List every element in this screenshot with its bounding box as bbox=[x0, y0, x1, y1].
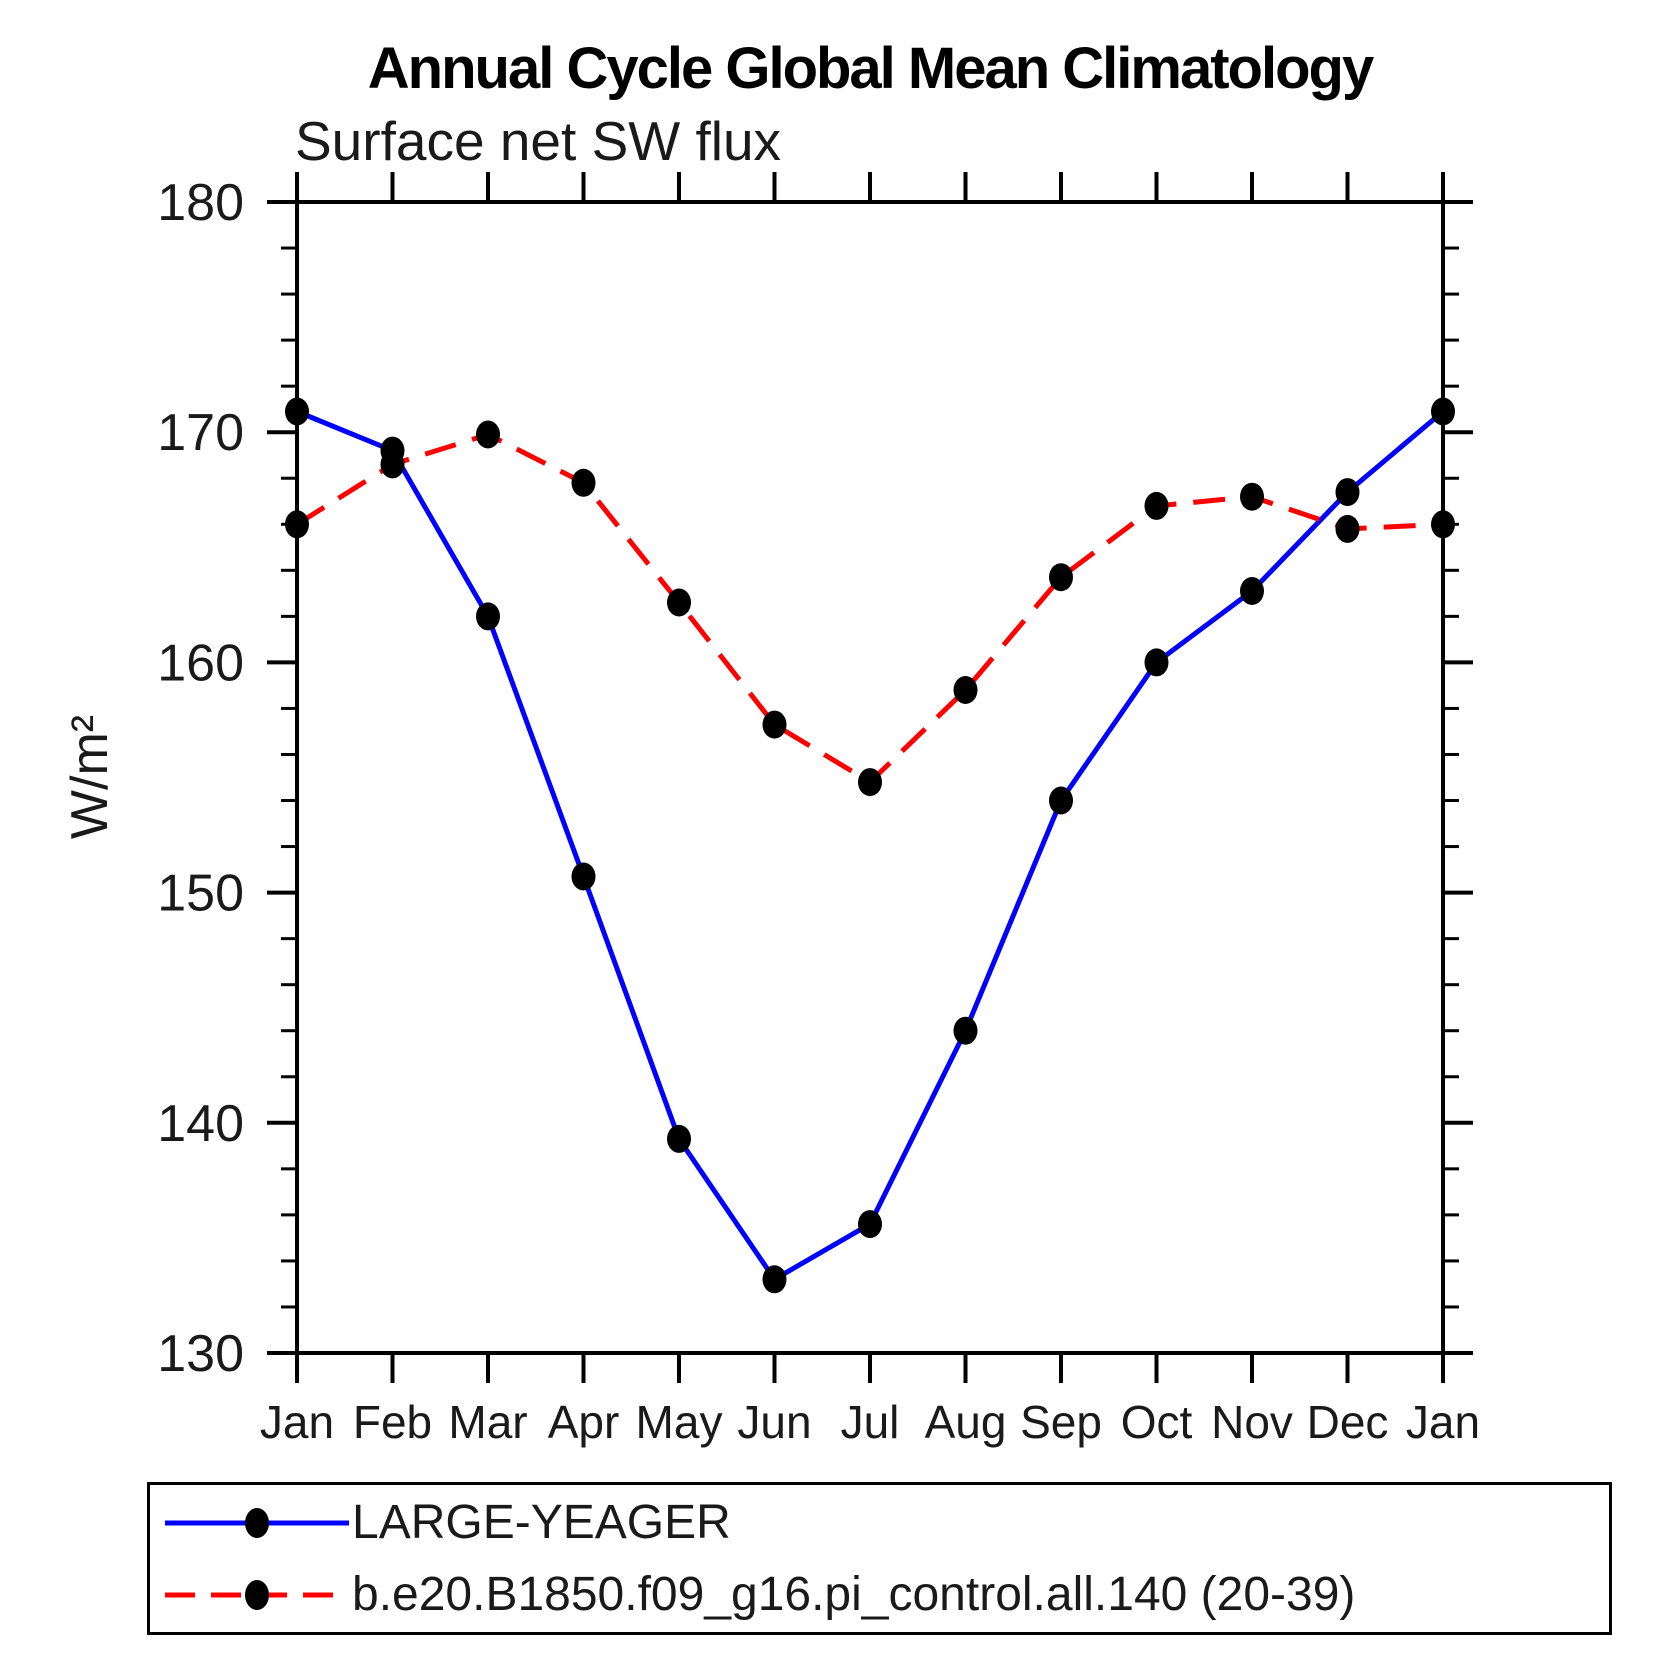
y-tick-label: 150 bbox=[157, 865, 244, 923]
data-point-marker bbox=[571, 862, 596, 891]
data-point-marker bbox=[1431, 397, 1455, 426]
data-point-marker bbox=[667, 588, 691, 617]
data-point-marker bbox=[1240, 482, 1264, 511]
x-tick-label: Nov bbox=[1211, 1396, 1293, 1448]
legend-label-series-1: LARGE-YEAGER bbox=[352, 1495, 731, 1549]
legend-label-series-2: b.e20.B1850.f09_g16.pi_control.all.140 (… bbox=[352, 1567, 1356, 1621]
chart-title: Annual Cycle Global Mean Climatology bbox=[368, 36, 1374, 101]
legend-item-model-control: b.e20.B1850.f09_g16.pi_control.all.140 (… bbox=[162, 1567, 1609, 1623]
x-tick-label: Mar bbox=[448, 1396, 527, 1448]
legend-key-solid-line-icon bbox=[165, 1507, 349, 1538]
data-point-marker bbox=[1335, 478, 1360, 507]
data-point-marker bbox=[1049, 786, 1073, 815]
axes-layer bbox=[267, 172, 1473, 1383]
data-point-marker bbox=[1335, 514, 1360, 543]
data-point-marker bbox=[1431, 510, 1455, 539]
chart-subtitle: Surface net SW flux bbox=[295, 110, 781, 172]
x-tick-label: Sep bbox=[1020, 1396, 1102, 1448]
x-tick-label: Jul bbox=[841, 1396, 900, 1448]
x-tick-label: Oct bbox=[1121, 1396, 1193, 1448]
data-point-marker bbox=[858, 768, 882, 797]
data-point-marker bbox=[1049, 563, 1073, 592]
y-tick-label: 160 bbox=[157, 634, 244, 692]
data-point-marker bbox=[762, 710, 787, 739]
data-point-marker bbox=[380, 450, 405, 479]
data-point-marker bbox=[953, 676, 978, 704]
data-point-marker bbox=[476, 602, 500, 631]
x-tick-label: Dec bbox=[1307, 1396, 1389, 1448]
data-point-marker bbox=[285, 510, 309, 539]
x-tick-label: Jan bbox=[260, 1396, 334, 1448]
legend-item-large-yeager: LARGE-YEAGER bbox=[162, 1495, 1609, 1551]
series-line-1 bbox=[295, 432, 1444, 785]
data-point-marker bbox=[285, 397, 309, 426]
data-point-marker bbox=[1144, 648, 1169, 677]
x-tick-label: May bbox=[636, 1396, 723, 1448]
x-tick-label: Jun bbox=[737, 1396, 811, 1448]
data-point-marker bbox=[667, 1124, 691, 1153]
data-point-marker bbox=[858, 1210, 882, 1239]
data-point-marker bbox=[953, 1016, 978, 1045]
y-tick-label: 180 bbox=[157, 174, 244, 232]
tick-labels-layer: Jan Feb Mar Apr May Jun Jul Aug Sep Oct Nov Dec Jan 1… bbox=[157, 174, 1480, 1448]
series-markers-1 bbox=[285, 420, 1455, 797]
data-point-marker bbox=[571, 468, 596, 497]
legend-key-dashed-line-icon bbox=[165, 1579, 349, 1610]
legend: LARGE-YEAGER b.e20.B1850.f09_g16.pi_cont… bbox=[147, 1482, 1612, 1635]
data-point-marker bbox=[476, 420, 500, 449]
x-tick-label: Apr bbox=[548, 1396, 620, 1448]
series-markers-0 bbox=[285, 397, 1455, 1294]
y-tick-label: 140 bbox=[157, 1095, 244, 1153]
x-tick-label: Aug bbox=[925, 1396, 1007, 1448]
series-line-0 bbox=[296, 409, 1445, 1282]
y-tick-label: 130 bbox=[157, 1325, 244, 1383]
series-layer bbox=[285, 397, 1455, 1294]
x-tick-label: Jan bbox=[1406, 1396, 1480, 1448]
x-tick-label: Feb bbox=[353, 1396, 432, 1448]
y-tick-label: 170 bbox=[157, 404, 244, 462]
data-point-marker bbox=[1240, 577, 1264, 605]
y-axis-title: W/m² bbox=[61, 715, 119, 839]
data-point-marker bbox=[1144, 491, 1169, 520]
data-point-marker bbox=[762, 1265, 787, 1294]
